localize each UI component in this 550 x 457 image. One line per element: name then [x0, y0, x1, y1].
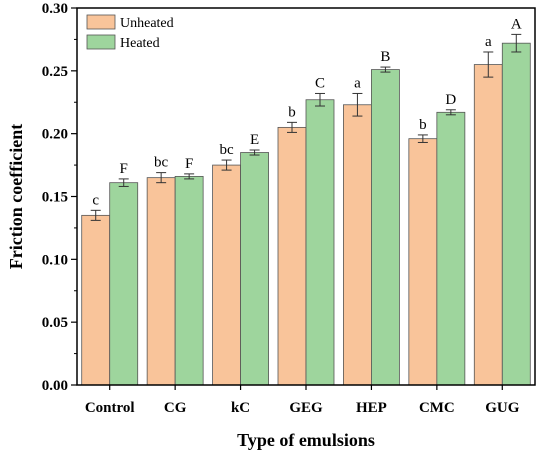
error-bar [315, 92, 325, 107]
bar-unheated-cg [146, 177, 176, 386]
x-axis: Control CG kC GEG HEP CMC GUG [85, 385, 520, 416]
bar-heated-cmc [436, 111, 466, 386]
error-bar [90, 209, 101, 221]
significance-label: bc [219, 142, 234, 158]
legend-label: Unheated [120, 16, 174, 31]
bar-unheated-hep [343, 104, 372, 386]
bar-unheated-gug [473, 64, 503, 386]
bars-layer [81, 42, 531, 386]
legend-item: Heated [86, 34, 160, 51]
significance-label: F [120, 161, 128, 177]
x-tick-label: GEG [289, 400, 323, 416]
x-tick-label: kC [231, 400, 250, 416]
significance-labels-layer: c bc bc b a b a F F E C B D A [92, 16, 521, 208]
significance-label: c [92, 192, 99, 208]
error-bar [417, 134, 428, 143]
x-tick-label: Control [85, 400, 135, 416]
bar-unheated-kc [212, 164, 241, 386]
bar-heated-control [109, 182, 139, 386]
legend-label: Heated [120, 36, 160, 51]
x-tick-label: CG [164, 400, 187, 416]
significance-label: a [354, 75, 361, 91]
significance-label: bc [154, 155, 169, 171]
error-bar [221, 159, 232, 171]
significance-label: b [288, 104, 296, 120]
significance-label: A [511, 16, 522, 32]
error-bar [511, 33, 522, 53]
bar-heated-geg [305, 99, 335, 386]
error-bar [249, 149, 260, 156]
error-bar [287, 121, 297, 133]
x-tick-label: HEP [356, 400, 387, 416]
x-axis-title: Type of emulsions [237, 430, 375, 450]
error-bar [483, 51, 494, 78]
y-tick-label: 0.25 [42, 64, 68, 80]
legend-swatch [86, 34, 116, 50]
x-tick-label: CMC [419, 400, 455, 416]
error-bar [156, 172, 167, 184]
bar-heated-cg [174, 175, 204, 386]
y-tick-label: 0.10 [42, 252, 68, 268]
significance-label: D [445, 92, 456, 108]
y-tick-label: 0.20 [42, 127, 68, 143]
significance-label: E [250, 132, 259, 148]
error-bar [380, 66, 391, 73]
error-bar [184, 173, 195, 180]
legend: Unheated Heated [86, 14, 174, 51]
significance-label: a [485, 34, 492, 50]
bar-heated-gug [501, 42, 531, 386]
bar-heated-kc [240, 152, 269, 386]
significance-label: C [315, 75, 325, 91]
y-axis-title: Friction coefficient [6, 124, 26, 269]
bar-heated-hep [371, 69, 400, 386]
x-tick-label: GUG [485, 400, 520, 416]
bar-unheated-control [81, 214, 111, 386]
bar-unheated-geg [277, 126, 307, 386]
legend-swatch [86, 14, 116, 30]
error-bar [118, 178, 129, 187]
y-tick-label: 0.15 [42, 190, 68, 206]
error-bars-layer [90, 33, 522, 221]
significance-label: F [185, 156, 193, 172]
y-tick-label: 0.05 [42, 315, 68, 331]
y-tick-label: 0.30 [42, 1, 68, 17]
bar-unheated-cmc [408, 138, 438, 386]
y-axis: 0.00 0.05 0.10 0.15 0.20 0.25 0.30 [42, 1, 77, 394]
error-bar [445, 109, 456, 116]
significance-label: b [419, 117, 427, 133]
significance-label: B [380, 49, 390, 65]
legend-item: Unheated [86, 14, 174, 31]
error-bar [352, 92, 363, 117]
y-tick-label: 0.00 [42, 378, 68, 394]
